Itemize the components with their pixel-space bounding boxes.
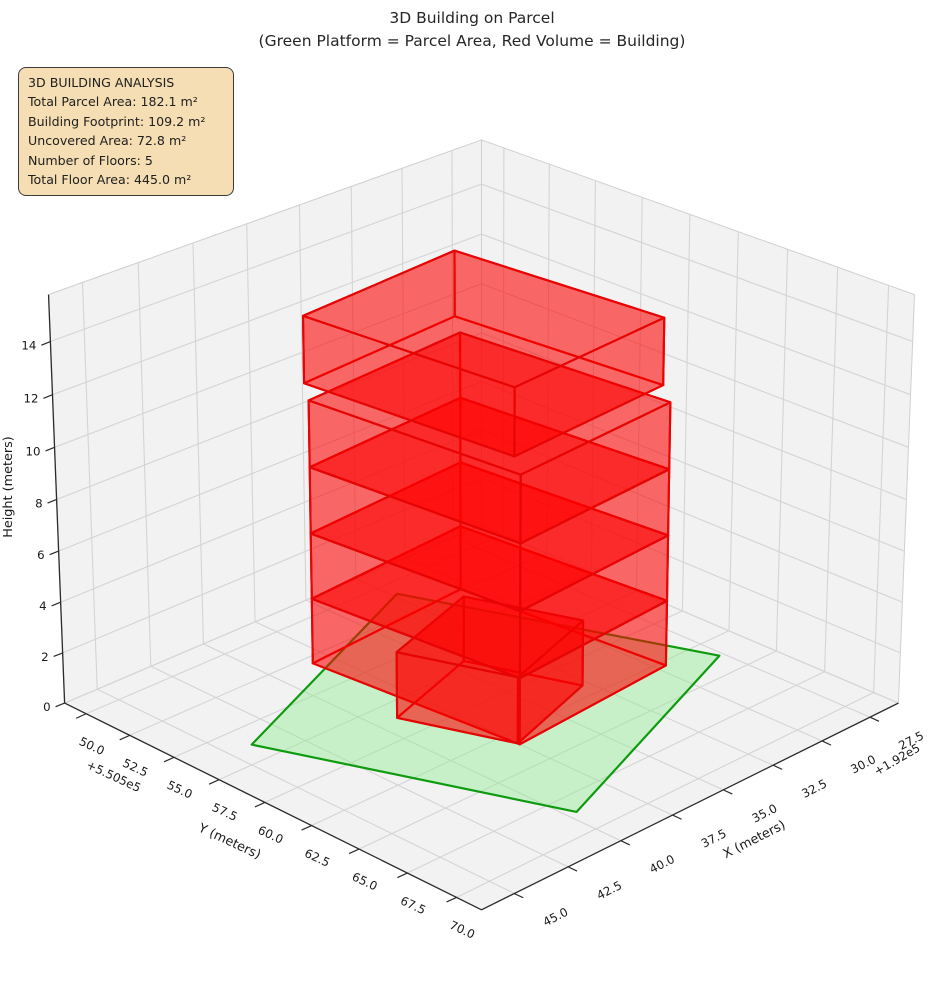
grid-line-z [62,477,901,654]
z-tick-label: 10 [26,444,41,458]
y-tick-label: 70.0 [447,918,477,942]
building-extension-face [395,651,520,745]
y-tick-label: 55.0 [165,778,195,802]
z-tick-label: 8 [35,496,43,510]
z-tick-mark [41,340,51,346]
x-tick-label: 32.5 [799,776,829,800]
x-tick-mark [772,764,783,770]
grid-line-z [52,233,911,396]
chart-subtitle: (Green Platform = Parcel Area, Red Volum… [258,32,686,50]
building-volume [301,249,672,746]
x-tick-mark [620,840,631,846]
y-axis-line [64,702,482,911]
z-tick-label: 4 [39,599,47,613]
y-tick-mark [254,801,266,808]
axis-lines-group [41,294,899,911]
z-tick-mark [53,652,63,658]
building-floor-5-face [513,316,666,458]
x-tick-label: 40.0 [647,852,677,876]
analysis-info-box: 3D BUILDING ANALYSIS Total Parcel Area: … [18,67,234,197]
y-tick-label: 50.0 [77,734,107,758]
y-tick-label: 57.5 [210,800,240,824]
grid-line-z [54,283,909,448]
z-tick-mark [49,550,59,556]
x-axis-offset-text: +1.92e5 [871,741,922,779]
x-tick-mark [723,789,733,795]
z-tick-label: 14 [21,339,36,353]
grid-line-z [50,183,913,343]
z-tick-label: 12 [23,392,38,406]
z-axis-line [47,294,66,704]
y-tick-mark [397,872,408,879]
z-tick-label: 6 [37,548,45,562]
x-tick-mark [869,716,880,722]
y-axis-label: Y (meters) [195,820,263,862]
info-line-total-floor: Total Floor Area: 445.0 m² [28,172,192,188]
y-tick-label: 60.0 [256,823,286,847]
z-tick-label: 0 [43,700,51,714]
info-line-uncovered: Uncovered Area: 72.8 m² [28,133,187,149]
grid-line-z [64,524,899,704]
x-tick-label: 45.0 [541,905,571,929]
grid-lines-group [50,147,913,898]
chart-title: 3D Building on Parcel [389,9,555,27]
info-line-floors: Number of Floors: 5 [28,152,153,168]
y-tick-label: 65.0 [350,870,380,894]
z-tick-mark [43,394,53,399]
z-tick-mark [55,702,65,708]
chart-title-block: 3D Building on Parcel (Green Platform = … [0,7,944,53]
grid-line-z [56,332,907,501]
x-tick-mark [672,814,682,820]
x-tick-mark [567,866,578,872]
x-tick-mark [514,892,524,899]
info-line-parcel-area: Total Parcel Area: 182.1 m² [28,94,198,110]
y-tick-label: 62.5 [302,846,332,870]
x-tick-mark [821,740,832,746]
z-axis-label: Height (meters) [1,436,16,538]
building-floor-4-face [519,401,672,545]
y-tick-mark [119,734,130,741]
x-axis-line [481,702,899,911]
y-tick-mark [208,779,220,785]
z-tick-mark [45,446,55,452]
y-tick-mark [301,824,312,831]
z-tick-mark [47,498,57,504]
z-tick-label: 2 [41,650,49,664]
y-tick-mark [75,713,87,719]
grid-line-z [58,381,905,552]
y-tick-label: 67.5 [398,894,428,918]
parcel-surface [250,592,721,814]
parcel-polygon [250,592,721,814]
y-tick-mark [163,756,175,763]
y-tick-mark [348,848,360,855]
z-tick-mark [51,601,61,607]
y-tick-mark [446,896,457,903]
info-line-heading: 3D BUILDING ANALYSIS [28,75,175,90]
grid-line-z [60,429,903,603]
x-tick-label: 42.5 [594,878,624,902]
info-line-footprint: Building Footprint: 109.2 m² [28,113,206,129]
